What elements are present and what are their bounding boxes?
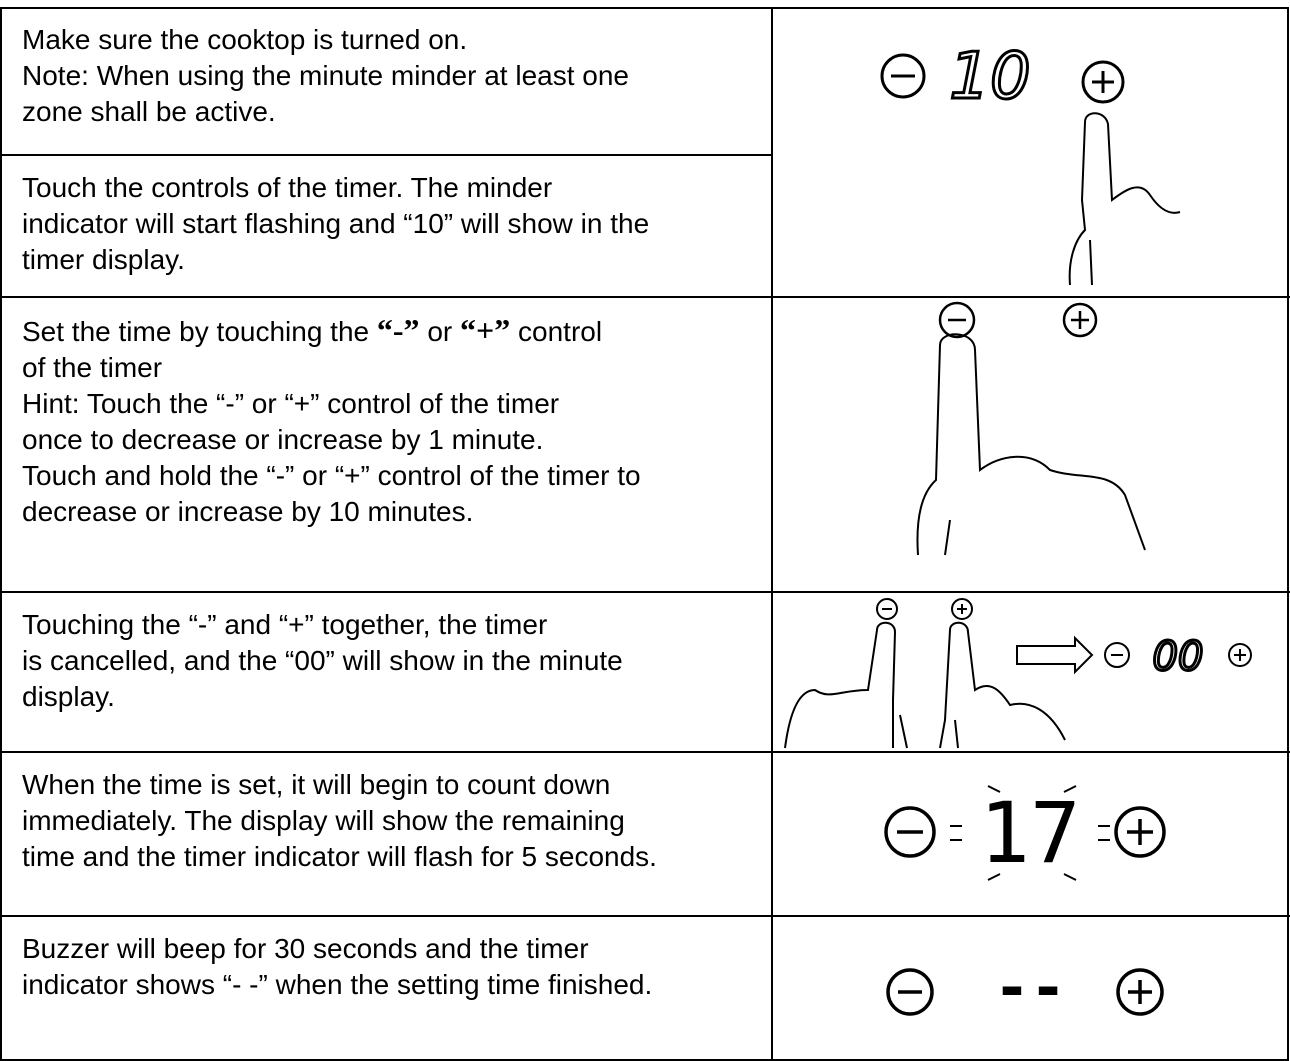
text-line: is cancelled, and the “00” will show in …	[22, 645, 623, 676]
text-line: Buzzer will beep for 30 seconds and the …	[22, 933, 589, 964]
text-line: Note: When using the minute minder at le…	[22, 60, 630, 91]
text: or	[419, 316, 461, 347]
step-text: Buzzer will beep for 30 seconds and the …	[0, 917, 772, 1003]
bold-symbol: “+”	[460, 312, 511, 348]
text-line: of the timer	[22, 352, 163, 383]
finished-display: --	[994, 953, 1066, 1023]
step-text: Touch the controls of the timer. The min…	[0, 156, 772, 278]
text-line: once to decrease or increase by 1 minute…	[22, 424, 544, 455]
text-line: indicator will start flashing and “10” w…	[22, 208, 650, 239]
text-line: display.	[22, 681, 115, 712]
step-text: Touching the “-” and “+” together, the t…	[0, 593, 772, 715]
finished-illustration	[886, 968, 1164, 1016]
countdown-illustration	[884, 785, 1166, 881]
text-line: decrease or increase by 10 minutes.	[22, 496, 474, 527]
text-line: zone shall be active.	[22, 96, 276, 127]
countdown-display: 17	[979, 784, 1080, 882]
text-line: Touch the controls of the timer. The min…	[22, 172, 553, 203]
text-line: When the time is set, it will begin to c…	[22, 769, 611, 800]
text-line: time and the timer indicator will flash …	[22, 841, 657, 872]
step-text: Make sure the cooktop is turned on. Note…	[0, 8, 772, 130]
set-time-illustration	[916, 301, 1146, 556]
text: control	[510, 316, 603, 347]
bold-symbol: “-”	[376, 312, 420, 348]
text-line: Touching the “-” and “+” together, the t…	[22, 609, 548, 640]
text-line: Set the time by touching the “-” or “+” …	[22, 312, 772, 350]
step-text: Set the time by touching the “-” or “+” …	[0, 298, 772, 530]
text-line: Make sure the cooktop is turned on.	[22, 24, 468, 55]
text-line: Hint: Touch the “-” or “+” control of th…	[22, 388, 560, 419]
timer-touch-illustration	[880, 53, 1181, 286]
cancel-illustration	[784, 598, 1252, 749]
text-line: immediately. The display will show the r…	[22, 805, 625, 836]
text-line: Touch and hold the “-” or “+” control of…	[22, 460, 641, 491]
text-line: timer display.	[22, 244, 185, 275]
step-text: When the time is set, it will begin to c…	[0, 753, 772, 875]
cancel-display: 00	[1153, 634, 1204, 680]
timer-display: 10	[949, 40, 1030, 114]
table-borders	[0, 7, 1290, 1061]
text-line: indicator shows “- -” when the setting t…	[22, 969, 653, 1000]
text: Set the time by touching the	[22, 316, 377, 347]
